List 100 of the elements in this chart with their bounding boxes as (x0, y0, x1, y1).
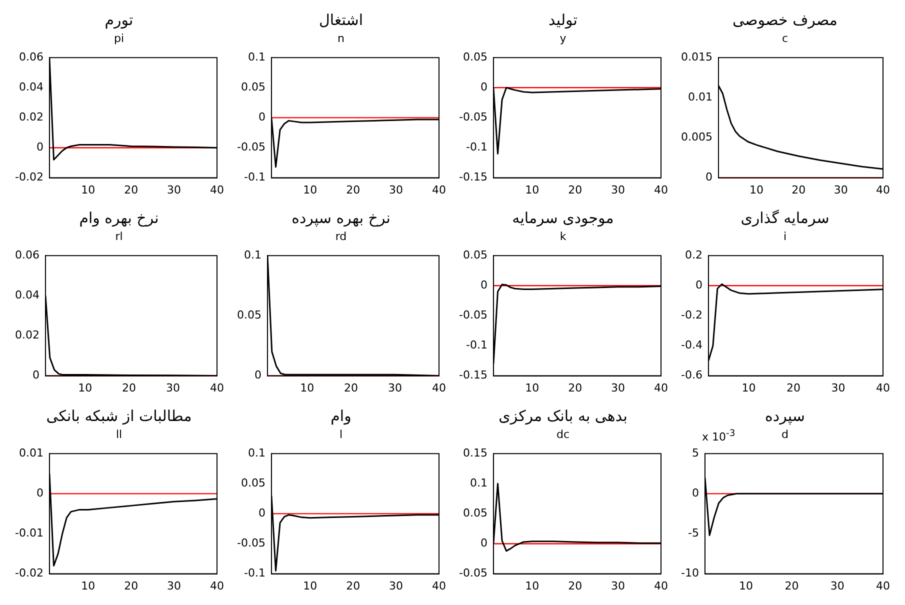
y-tick-label: 0 (36, 486, 43, 500)
chart-title: وام (330, 406, 352, 427)
y-tick-label: 0 (704, 170, 712, 184)
x-tick-label: 30 (388, 381, 402, 394)
x-tick-label: 30 (610, 579, 625, 592)
x-tick-label: 20 (786, 381, 800, 394)
chart-title: سرمایه گذاری (740, 208, 830, 229)
x-tick-label: 30 (388, 579, 403, 592)
y-tick-label: 0.02 (18, 110, 43, 124)
chart-subtitle: i (783, 230, 787, 243)
chart-subtitle: ll (116, 428, 122, 441)
y-tick-label: 0.05 (236, 308, 261, 322)
y-tick-label: 0.15 (462, 446, 487, 460)
y-tick-label: -0.05 (458, 110, 487, 124)
x-tick-label: 40 (210, 381, 224, 394)
x-tick-label: 20 (791, 183, 806, 196)
chart-title: سپرده (765, 406, 805, 427)
x-tick-label: 10 (80, 579, 95, 592)
chart-subtitle: dc (556, 428, 570, 441)
x-tick-label: 40 (876, 579, 890, 592)
y-tick-label: -5 (688, 526, 698, 540)
chart-title: تورم (104, 10, 134, 31)
y-tick-label: -0.01 (14, 526, 43, 540)
y-tick-label: 0.02 (14, 328, 39, 342)
chart-subtitle: d (782, 428, 788, 441)
y-tick-label: -0.1 (465, 338, 487, 352)
y-tick-label: -10 (680, 566, 698, 580)
y-tick-label: 0.015 (680, 50, 712, 64)
y-tick-label: -0.02 (14, 566, 43, 580)
y-tick-label: -0.4 (680, 338, 702, 352)
x-tick-label: 10 (524, 381, 539, 394)
x-tick-label: 20 (344, 381, 358, 394)
x-tick-label: 10 (748, 183, 763, 196)
x-tick-label: 20 (346, 183, 360, 196)
y-tick-label: 0.01 (18, 446, 43, 460)
y-tick-label: 0.05 (240, 476, 265, 490)
y-tick-label: -0.05 (458, 308, 487, 322)
x-tick-label: 20 (124, 183, 138, 196)
chart-subtitle: n (338, 32, 344, 45)
x-tick-label: 20 (346, 579, 360, 592)
x-tick-label: 10 (78, 381, 92, 394)
y-tick-label: 0.04 (18, 80, 43, 94)
x-tick-label: 40 (654, 183, 668, 196)
x-tick-label: 30 (388, 183, 403, 196)
x-tick-label: 30 (610, 381, 625, 394)
y-tick-label: -0.2 (680, 308, 702, 322)
x-tick-label: 20 (124, 579, 138, 592)
x-tick-label: 40 (210, 579, 224, 592)
x-tick-label: 20 (568, 183, 582, 196)
x-tick-label: 40 (654, 381, 668, 394)
y-tick-label: 0.1 (243, 248, 261, 262)
y-tick-label: 0.005 (680, 130, 712, 144)
x-tick-label: 40 (876, 381, 890, 394)
x-tick-label: 10 (741, 381, 756, 394)
x-tick-label: 30 (166, 579, 181, 592)
y-tick-label: 0 (480, 536, 487, 550)
chart-title: مصرف خصوصی (732, 10, 838, 31)
y-tick-label: 0.1 (247, 50, 265, 64)
x-tick-label: 40 (432, 579, 446, 592)
chart-title: بدهی به بانک مرکزی (498, 406, 628, 427)
x-tick-label: 20 (568, 579, 582, 592)
x-tick-label: 10 (80, 183, 95, 196)
y-tick-label: 0.2 (684, 248, 702, 262)
text: x 10$^{-3}$ (702, 428, 736, 444)
chart-subtitle: rl (115, 230, 123, 243)
x-tick-label: 40 (432, 381, 446, 394)
x-tick-label: 40 (876, 183, 890, 196)
x-tick-label: 30 (830, 381, 845, 394)
y-tick-label: 0 (36, 140, 43, 154)
chart-subtitle: rd (335, 230, 347, 243)
y-tick-label: 0 (258, 506, 265, 520)
y-tick-label: 0 (691, 486, 698, 500)
y-tick-label: 0 (694, 278, 702, 292)
chart-title: تولید (548, 10, 578, 31)
x-tick-label: 10 (302, 183, 317, 196)
y-tick-label: -0.1 (243, 170, 265, 184)
y-tick-label: -0.1 (465, 140, 487, 154)
x-tick-label: 30 (830, 579, 844, 592)
x-tick-label: 30 (833, 183, 848, 196)
x-tick-label: 30 (166, 183, 181, 196)
y-tick-label: -0.05 (236, 140, 265, 154)
y-tick-label: 0.05 (240, 80, 265, 94)
chart-subtitle: k (560, 230, 566, 243)
x-tick-label: 20 (784, 579, 798, 592)
x-tick-label: 10 (738, 579, 753, 592)
y-tick-label: -0.6 (680, 368, 702, 382)
chart-title: اشتغال (319, 10, 363, 31)
chart-subtitle: c (782, 32, 788, 45)
y-tick-label: -0.15 (458, 368, 487, 382)
y-tick-label: 0 (480, 278, 487, 292)
chart-title: نرخ بهره وام (79, 208, 159, 229)
y-tick-label: 0.04 (14, 288, 39, 302)
x-tick-label: 10 (300, 381, 314, 394)
x-tick-label: 10 (302, 579, 317, 592)
chart-title: نرخ بهره سپرده (292, 208, 390, 229)
x-tick-label: 30 (166, 381, 180, 394)
y-tick-label: 5 (691, 446, 698, 460)
y-tick-label: 0 (254, 368, 261, 382)
y-tick-label: 0.05 (462, 50, 487, 64)
y-tick-label: 0.05 (462, 506, 487, 520)
